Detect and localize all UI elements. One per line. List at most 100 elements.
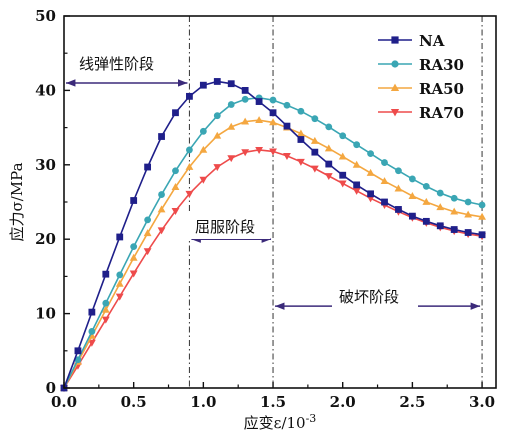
data-point (325, 123, 333, 131)
data-point (157, 227, 166, 235)
data-point (283, 101, 291, 109)
data-point (199, 81, 207, 89)
x-tick-label: 2.0 (330, 393, 356, 411)
data-point (241, 117, 250, 125)
data-point (129, 270, 138, 278)
data-point (157, 205, 166, 213)
data-point (143, 248, 152, 256)
phase-label: 屈服阶段 (195, 218, 255, 236)
data-point (297, 136, 305, 143)
data-point (450, 194, 458, 202)
y-tick-label: 0 (46, 379, 56, 397)
data-point (422, 217, 430, 225)
data-point (199, 127, 207, 135)
x-tick-label: 1.0 (190, 393, 216, 411)
data-point (186, 92, 193, 100)
data-point (408, 212, 416, 220)
data-point (353, 181, 361, 189)
data-point (380, 177, 389, 185)
data-point (324, 144, 333, 152)
data-point (115, 293, 124, 301)
x-tick-label: 2.5 (399, 393, 425, 411)
data-point (381, 198, 388, 206)
phase-label-box (70, 50, 182, 76)
data-point (283, 122, 291, 130)
data-point (478, 212, 486, 220)
phase-label: 破坏阶段 (339, 288, 399, 306)
y-tick-label: 50 (35, 7, 56, 25)
x-axis-title: 应变ε/10-3 (244, 412, 317, 432)
data-point (213, 131, 222, 139)
data-point (158, 133, 165, 140)
y-axis-title: 应力σ/MPa (8, 162, 26, 241)
data-point (353, 141, 361, 149)
data-point (339, 132, 347, 140)
phase-label: 线弹性阶段 (79, 55, 154, 73)
phase-label-box (188, 213, 270, 239)
data-point (227, 155, 236, 163)
data-point (325, 160, 333, 168)
data-point (116, 271, 124, 279)
data-point (436, 222, 444, 230)
x-axis-title-main: 应变ε/10 (244, 414, 306, 432)
data-point (241, 95, 249, 103)
data-point (255, 116, 264, 124)
legend-label: RA50 (419, 80, 464, 98)
data-point (390, 83, 400, 92)
data-point (171, 183, 180, 191)
data-point (269, 109, 277, 117)
data-point (367, 150, 374, 158)
data-point (172, 109, 179, 117)
y-tick-label: 20 (35, 230, 56, 248)
data-point (241, 149, 250, 157)
legend-item-ra70: RA70 (378, 104, 464, 122)
data-point (464, 229, 472, 236)
data-point (185, 190, 194, 198)
data-point (213, 112, 221, 120)
data-point (144, 216, 152, 224)
data-point (408, 191, 417, 199)
data-point (367, 190, 374, 198)
data-point (408, 175, 416, 183)
data-point (144, 163, 152, 171)
data-point (296, 129, 305, 137)
data-point (464, 198, 472, 206)
data-point (352, 187, 361, 195)
data-point (88, 308, 96, 316)
data-point (310, 165, 319, 173)
x-axis-title-exponent: -3 (306, 412, 317, 425)
data-point (171, 208, 180, 216)
data-point (283, 152, 291, 160)
data-point (227, 101, 235, 108)
data-point (158, 191, 165, 198)
data-point (185, 162, 194, 170)
data-point (352, 160, 361, 168)
data-point (130, 197, 138, 204)
x-tick-label: 1.5 (260, 393, 286, 411)
data-point (296, 158, 305, 166)
data-point (213, 78, 221, 85)
data-point (101, 316, 110, 324)
data-point (394, 184, 403, 192)
data-point (464, 210, 473, 218)
data-point (422, 182, 430, 190)
data-point (450, 207, 459, 215)
legend-label: RA30 (419, 56, 464, 74)
data-point (172, 167, 179, 175)
data-point (395, 206, 402, 213)
legend-item-ra30: RA30 (378, 56, 464, 74)
data-point (115, 279, 124, 287)
data-point (391, 60, 399, 68)
data-point (390, 108, 400, 117)
y-tick-label: 10 (35, 305, 56, 323)
data-point (339, 171, 347, 179)
x-tick-label: 0.0 (51, 393, 77, 411)
data-point (74, 356, 82, 364)
x-tick-label: 3.0 (469, 393, 495, 411)
data-point (324, 173, 333, 181)
data-point (255, 98, 263, 105)
phase-label-box (332, 283, 418, 309)
data-point (450, 226, 458, 233)
